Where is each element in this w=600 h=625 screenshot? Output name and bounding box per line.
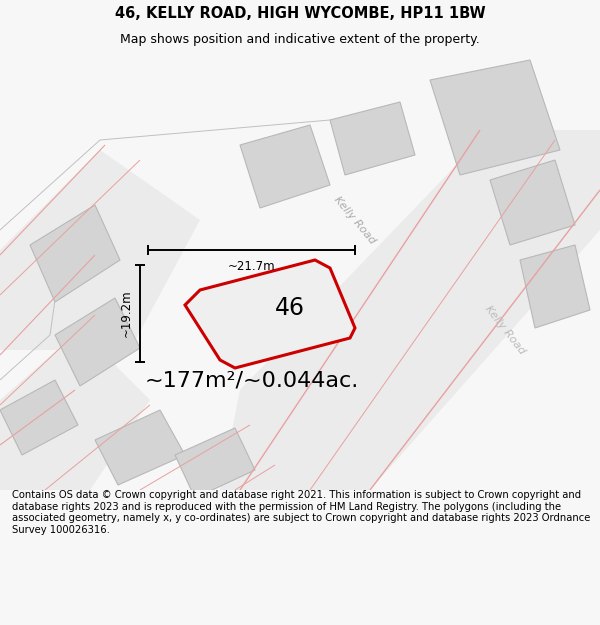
- Polygon shape: [240, 125, 330, 208]
- Polygon shape: [330, 102, 415, 175]
- Polygon shape: [185, 260, 355, 368]
- Text: Kelly Road: Kelly Road: [483, 304, 527, 356]
- Polygon shape: [220, 130, 600, 490]
- Text: ~21.7m: ~21.7m: [227, 259, 275, 272]
- Polygon shape: [0, 150, 200, 350]
- Polygon shape: [30, 205, 120, 302]
- Polygon shape: [490, 160, 575, 245]
- Polygon shape: [55, 298, 140, 386]
- Polygon shape: [95, 410, 185, 485]
- Text: Contains OS data © Crown copyright and database right 2021. This information is : Contains OS data © Crown copyright and d…: [12, 490, 590, 535]
- Text: ~19.2m: ~19.2m: [119, 290, 133, 338]
- Text: Kelly Road: Kelly Road: [332, 194, 377, 246]
- Text: 46, KELLY ROAD, HIGH WYCOMBE, HP11 1BW: 46, KELLY ROAD, HIGH WYCOMBE, HP11 1BW: [115, 6, 485, 21]
- Text: 46: 46: [275, 296, 305, 320]
- Polygon shape: [520, 245, 590, 328]
- Text: Map shows position and indicative extent of the property.: Map shows position and indicative extent…: [120, 32, 480, 46]
- Polygon shape: [0, 330, 150, 490]
- Polygon shape: [430, 60, 560, 175]
- Polygon shape: [0, 380, 78, 455]
- Polygon shape: [175, 428, 255, 498]
- Text: ~177m²/~0.044ac.: ~177m²/~0.044ac.: [145, 370, 359, 390]
